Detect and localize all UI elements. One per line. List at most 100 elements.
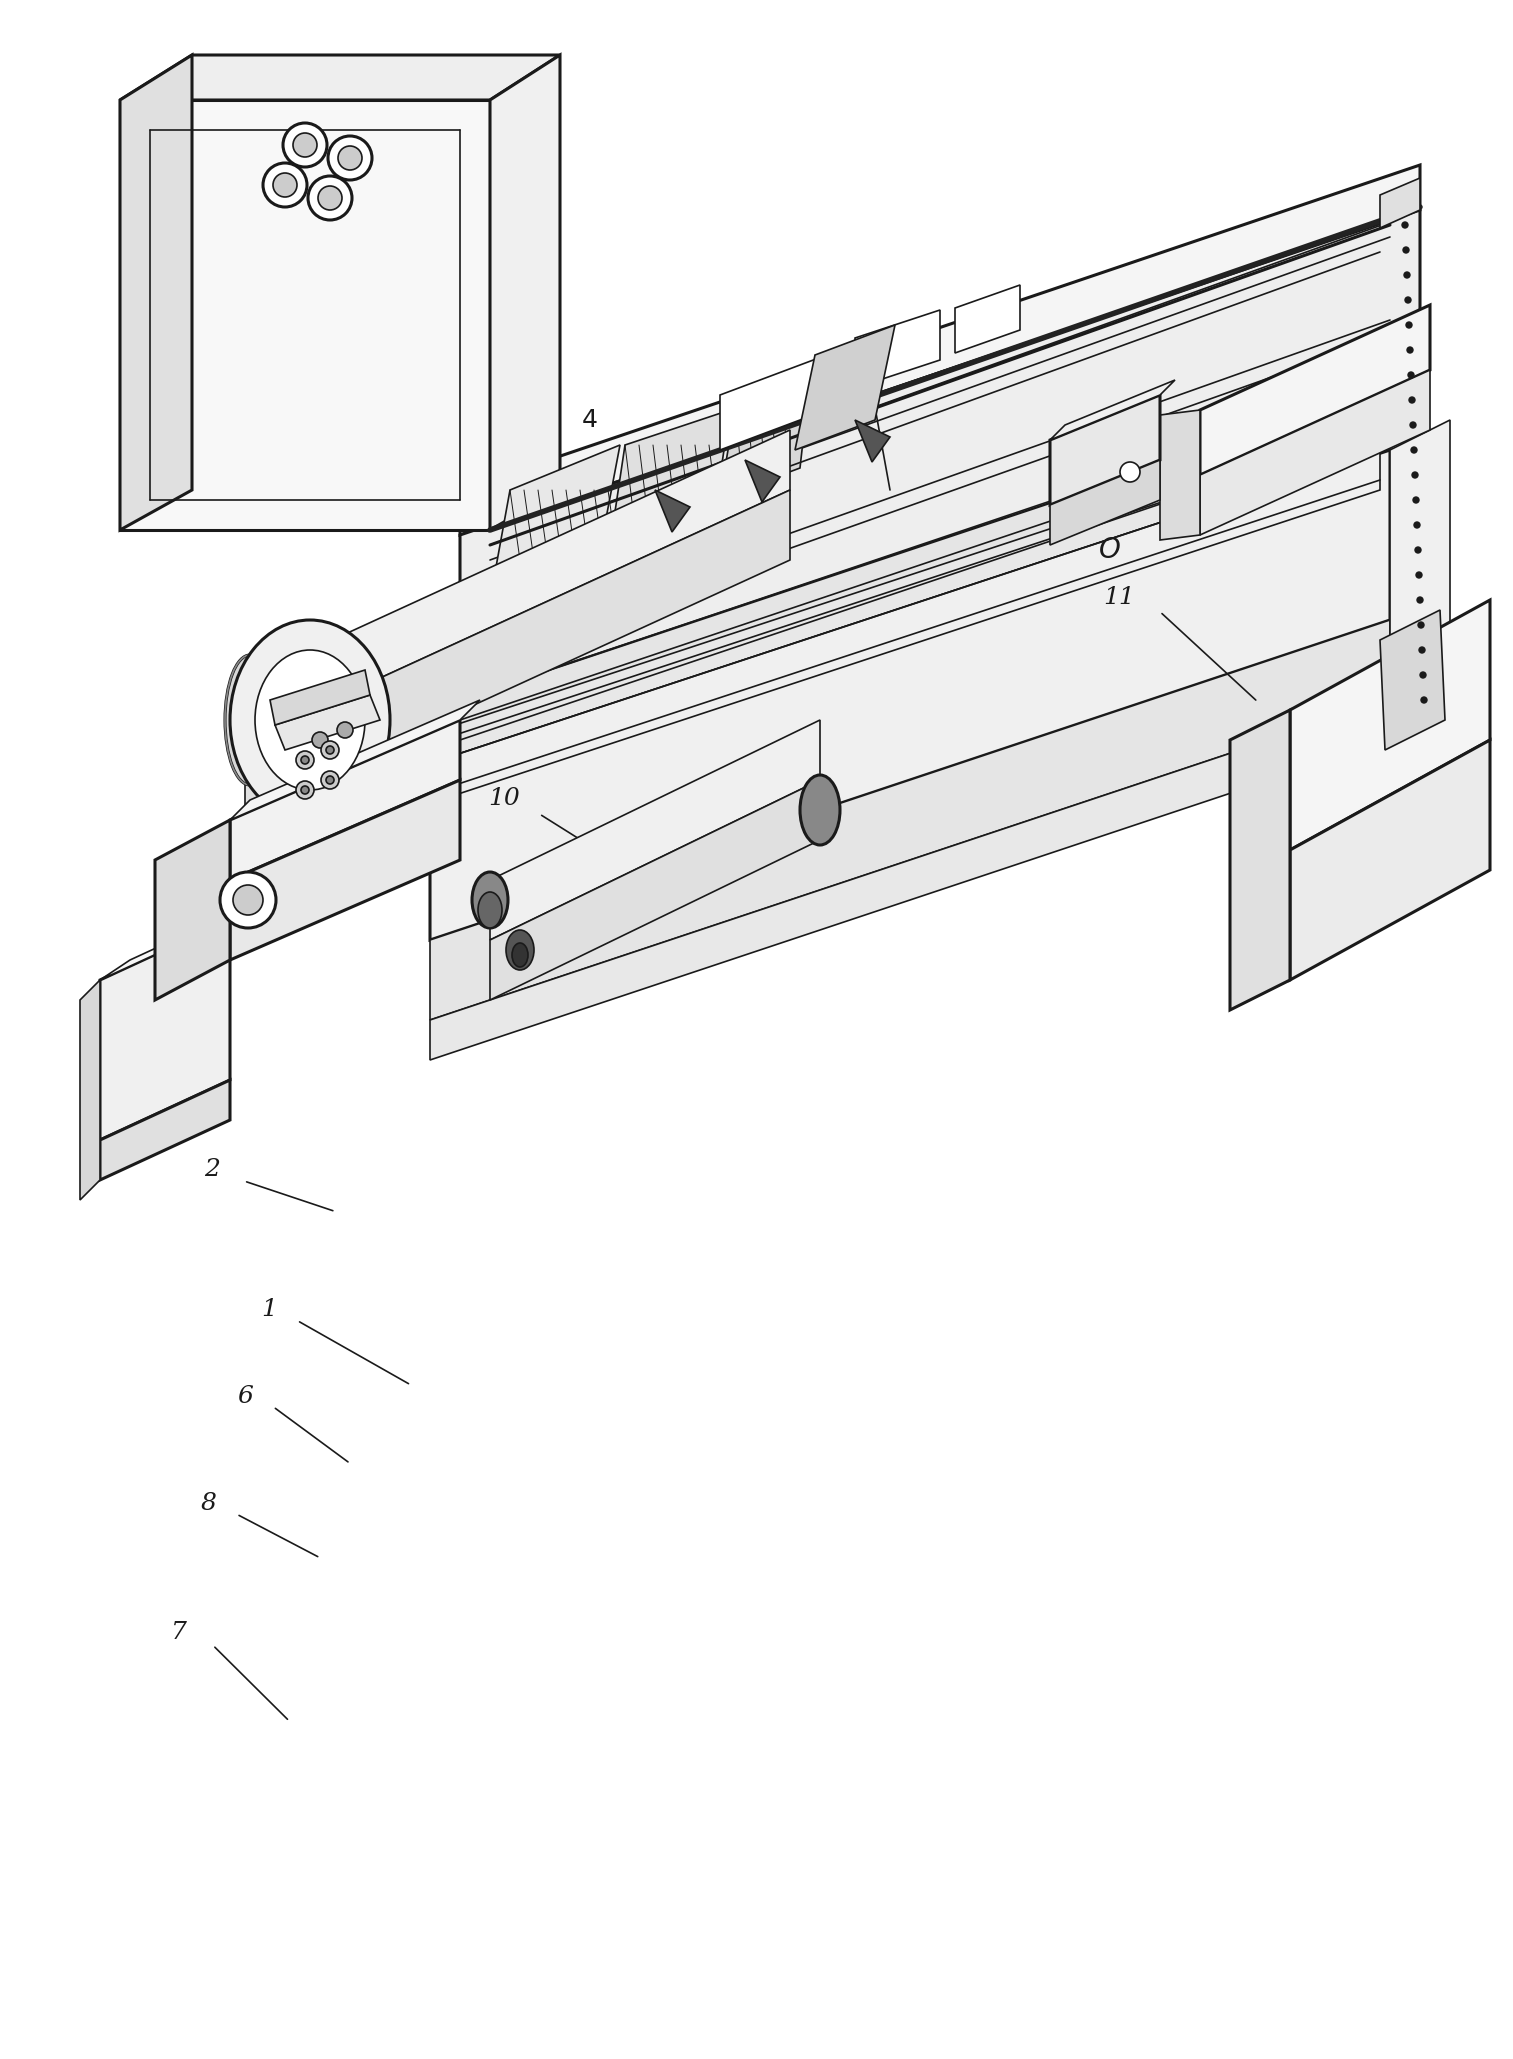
- Circle shape: [337, 723, 353, 737]
- Circle shape: [1413, 496, 1419, 502]
- Circle shape: [1415, 548, 1421, 554]
- Polygon shape: [154, 819, 230, 1001]
- Polygon shape: [1050, 459, 1160, 546]
- Polygon shape: [1380, 609, 1445, 749]
- Circle shape: [321, 741, 339, 760]
- Polygon shape: [430, 620, 1390, 1019]
- Circle shape: [1421, 698, 1427, 702]
- Polygon shape: [794, 325, 896, 451]
- Circle shape: [297, 780, 315, 799]
- Circle shape: [1403, 247, 1409, 253]
- Circle shape: [297, 752, 315, 768]
- Polygon shape: [460, 381, 1421, 739]
- Polygon shape: [245, 490, 790, 809]
- Polygon shape: [720, 379, 809, 498]
- Circle shape: [1404, 272, 1410, 278]
- Polygon shape: [120, 56, 560, 101]
- Polygon shape: [80, 980, 100, 1200]
- Polygon shape: [230, 780, 460, 959]
- Ellipse shape: [478, 892, 502, 929]
- Circle shape: [318, 185, 342, 210]
- Polygon shape: [100, 900, 260, 980]
- Circle shape: [301, 787, 309, 795]
- Ellipse shape: [230, 620, 390, 819]
- Circle shape: [1406, 321, 1412, 327]
- Text: 1: 1: [262, 1297, 277, 1322]
- Text: 11: 11: [1104, 585, 1135, 609]
- Text: 4: 4: [583, 408, 598, 432]
- Polygon shape: [440, 451, 1380, 801]
- Circle shape: [337, 146, 362, 171]
- Polygon shape: [720, 350, 840, 451]
- Text: O: O: [1098, 535, 1121, 564]
- Circle shape: [1418, 622, 1424, 628]
- Ellipse shape: [472, 873, 508, 929]
- Polygon shape: [490, 56, 560, 529]
- Circle shape: [328, 136, 372, 179]
- Circle shape: [1403, 222, 1409, 229]
- Polygon shape: [1380, 177, 1421, 229]
- Polygon shape: [1050, 381, 1176, 441]
- Circle shape: [309, 175, 353, 220]
- Circle shape: [1409, 373, 1415, 379]
- Circle shape: [1419, 647, 1425, 653]
- Circle shape: [1410, 422, 1416, 428]
- Polygon shape: [230, 700, 480, 819]
- Polygon shape: [430, 700, 1390, 1060]
- Polygon shape: [1291, 739, 1490, 980]
- Circle shape: [1120, 461, 1139, 482]
- Text: 8: 8: [201, 1491, 216, 1515]
- Ellipse shape: [505, 931, 534, 970]
- Ellipse shape: [225, 655, 275, 784]
- Circle shape: [1421, 671, 1425, 677]
- Polygon shape: [1390, 760, 1449, 889]
- Polygon shape: [275, 696, 380, 749]
- Circle shape: [325, 745, 334, 754]
- Ellipse shape: [256, 651, 365, 791]
- Polygon shape: [1200, 371, 1430, 535]
- Polygon shape: [100, 920, 230, 1141]
- Circle shape: [263, 163, 307, 208]
- Circle shape: [312, 733, 328, 747]
- Circle shape: [325, 776, 334, 784]
- Polygon shape: [490, 780, 820, 1001]
- Text: 7: 7: [171, 1620, 186, 1645]
- Circle shape: [294, 134, 318, 156]
- Polygon shape: [1160, 410, 1200, 539]
- Text: 10: 10: [489, 787, 519, 811]
- Text: 6: 6: [238, 1384, 253, 1408]
- Polygon shape: [955, 284, 1020, 352]
- Circle shape: [233, 885, 263, 914]
- Polygon shape: [460, 210, 1421, 700]
- Polygon shape: [1291, 599, 1490, 850]
- Polygon shape: [855, 311, 940, 387]
- Polygon shape: [120, 101, 490, 529]
- Circle shape: [219, 873, 275, 929]
- Polygon shape: [1230, 710, 1291, 1011]
- Ellipse shape: [800, 774, 840, 844]
- Circle shape: [1406, 296, 1412, 303]
- Polygon shape: [269, 669, 371, 725]
- Polygon shape: [1200, 305, 1430, 476]
- Polygon shape: [490, 721, 820, 941]
- Circle shape: [301, 756, 309, 764]
- Circle shape: [1412, 447, 1418, 453]
- Polygon shape: [440, 420, 1380, 760]
- Polygon shape: [460, 165, 1421, 535]
- Polygon shape: [245, 430, 790, 739]
- Polygon shape: [490, 445, 620, 599]
- Circle shape: [1409, 397, 1415, 404]
- Ellipse shape: [511, 943, 528, 968]
- Circle shape: [321, 770, 339, 789]
- Circle shape: [1415, 523, 1421, 527]
- Circle shape: [1418, 597, 1424, 603]
- Polygon shape: [1390, 420, 1449, 791]
- Polygon shape: [610, 410, 729, 546]
- Polygon shape: [744, 459, 781, 502]
- Circle shape: [272, 173, 297, 198]
- Polygon shape: [655, 490, 690, 531]
- Circle shape: [283, 124, 327, 167]
- Polygon shape: [230, 721, 460, 879]
- Circle shape: [1407, 348, 1413, 352]
- Polygon shape: [430, 451, 1390, 941]
